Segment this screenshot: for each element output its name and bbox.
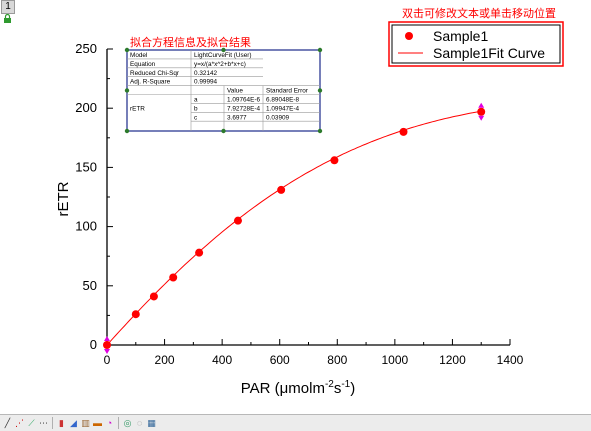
fit-results-table[interactable]: Model LightCurveFit (User) Equation y=x/(a*… [124, 47, 323, 134]
handle-arrow-up-icon [104, 336, 110, 341]
column-icon[interactable]: ▮ [59, 417, 64, 428]
fit-box-annotation[interactable]: 拟合方程信息及拟合结果 [130, 35, 251, 49]
lock-icon[interactable] [3, 14, 12, 23]
legend-inner-frame [391, 24, 561, 64]
data-point [477, 107, 486, 116]
bar-icon[interactable]: ▬ [93, 418, 102, 428]
data-point [277, 185, 286, 194]
y-tick-label: 0 [90, 337, 97, 352]
handle-arrow-down-icon [478, 115, 485, 121]
fit-table-handle [221, 128, 226, 134]
fit-table-group-label: rETR [130, 105, 145, 112]
handle-arrow-up-icon [478, 102, 485, 108]
fit-table-param-name: a [194, 97, 198, 104]
x-tick-label: 1000 [382, 353, 409, 367]
legend-label-sample1: Sample1 [433, 28, 488, 44]
toolbar-separator [52, 417, 53, 429]
line-tool-icon[interactable]: ╱ [4, 417, 11, 428]
dotted-line-icon[interactable]: ⋯ [39, 417, 48, 428]
fit-table-param-value: 3.6977 [227, 114, 247, 121]
x-tick-label: 600 [270, 353, 290, 367]
fit-table-handle [317, 88, 323, 93]
fit-table-handle [124, 47, 130, 53]
fit-table-handle [124, 88, 130, 93]
fit-table-label: Reduced Chi-Sqr [130, 70, 180, 77]
y-tick-label: 50 [83, 278, 97, 293]
y-tick-label: 100 [75, 219, 97, 234]
polar-icon[interactable]: ◌ [136, 418, 143, 428]
resize-handle [478, 102, 485, 121]
x-tick-label: 1200 [439, 353, 466, 367]
plot-toolbar: ╱ ⋰ ⟋ ⋯ ▮ ◢ ▥ ▬ ◔ ◎ ◌ ▦ [0, 414, 591, 431]
line-symbol-icon[interactable]: ⟋ [28, 417, 35, 428]
template-icon[interactable]: ▦ [147, 417, 156, 428]
data-point [399, 127, 408, 136]
data-point [330, 156, 339, 165]
x-tick-label: 200 [155, 353, 175, 367]
data-points[interactable] [103, 107, 486, 349]
data-point [131, 310, 140, 319]
fit-table-param-value: 7.92728E-4 [227, 105, 260, 112]
data-point [233, 216, 242, 225]
fit-table-label: Equation [130, 61, 156, 68]
fit-table-handle [124, 128, 130, 134]
fit-table-param-name: b [194, 105, 198, 112]
fit-curve[interactable] [106, 110, 482, 346]
y-tick-label: 150 [75, 159, 97, 174]
tick-labels: 0 200 400 600 800 1000 1200 1400 0 50 100 150 200 250 [75, 41, 523, 367]
toolbar-separator [118, 417, 119, 429]
fit-table-value: 0.99994 [194, 79, 218, 86]
resize-handle [104, 336, 110, 354]
fit-table-frame [126, 49, 321, 132]
legend-marker-sample1 [405, 32, 413, 40]
y-tick-label: 200 [75, 100, 97, 115]
fit-table-handle [317, 128, 323, 134]
y-axis-title[interactable]: rETR [55, 181, 72, 216]
data-point [103, 341, 111, 349]
fit-table-value: LightCurveFit (User) [194, 52, 252, 59]
fit-table-value: y=x/(a*x^2+b*x+c) [194, 61, 246, 68]
fit-table-handle [317, 47, 323, 53]
layer-tab[interactable]: 1 [1, 0, 15, 14]
data-point [195, 248, 204, 257]
fit-table-header: Standard Error [266, 88, 309, 95]
legend-annotation[interactable]: 双击可修改文本或单击移动位置 [402, 6, 556, 20]
scatter-tool-icon[interactable]: ⋰ [15, 417, 24, 428]
fit-table-param-error: 0.03909 [266, 114, 290, 121]
histogram-icon[interactable]: ▥ [81, 417, 90, 428]
fit-table-value: 0.32142 [194, 70, 218, 77]
fit-table-param-error: 1.09947E-4 [266, 105, 299, 112]
x-tick-label: 800 [327, 353, 347, 367]
fit-table-label: Adj. R-Square [130, 79, 171, 86]
x-axis-title[interactable]: PAR (μmolm-2s-1) [241, 379, 356, 397]
contour-icon[interactable]: ◎ [123, 417, 132, 428]
x-tick-label: 0 [104, 353, 111, 367]
fit-table-param-value: 1.09764E-6 [227, 97, 260, 104]
data-point [149, 292, 158, 301]
selection-handles[interactable] [104, 102, 485, 354]
area-icon[interactable]: ◢ [70, 417, 77, 428]
x-tick-label: 400 [212, 353, 232, 367]
x-tick-label: 1400 [497, 353, 524, 367]
fit-table-param-error: 6.89048E-8 [266, 97, 299, 104]
plot-canvas[interactable]: 0 200 400 600 800 1000 1200 1400 0 50 100 150 200 250… [0, 0, 591, 414]
y-tick-label: 250 [75, 41, 97, 56]
fit-table-handle [221, 47, 226, 53]
fit-table-param-name: c [194, 114, 198, 121]
pie-icon[interactable]: ◔ [106, 418, 113, 428]
fit-table-header: Value [227, 88, 243, 95]
legend-label-fit-curve: Sample1Fit Curve [433, 45, 545, 61]
handle-arrow-down-icon [104, 349, 110, 354]
fit-table-label: Model [130, 52, 147, 59]
data-point [169, 273, 178, 282]
